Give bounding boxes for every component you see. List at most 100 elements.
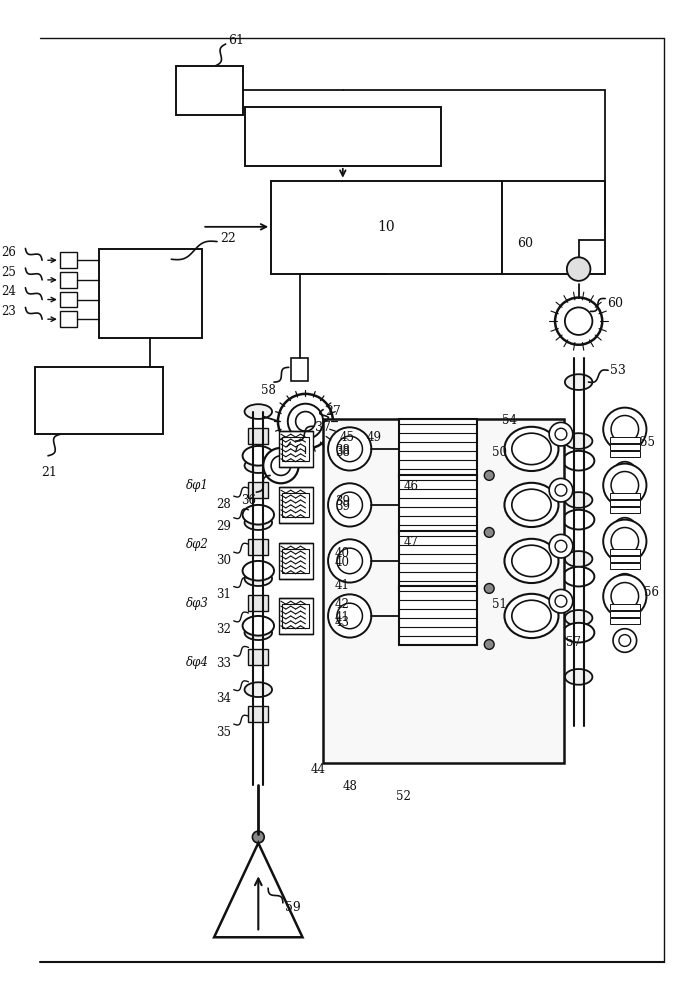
- Bar: [323, 419, 564, 763]
- Circle shape: [603, 464, 646, 507]
- Ellipse shape: [245, 682, 272, 697]
- Text: 51: 51: [492, 598, 507, 611]
- Text: 60: 60: [607, 297, 623, 310]
- Ellipse shape: [563, 451, 594, 471]
- Ellipse shape: [245, 515, 272, 530]
- Circle shape: [555, 428, 567, 440]
- Text: δφ3: δφ3: [186, 597, 208, 610]
- Ellipse shape: [512, 600, 551, 632]
- Text: 21: 21: [42, 466, 58, 479]
- Bar: [271, 181, 502, 274]
- Ellipse shape: [563, 567, 594, 586]
- Bar: [610, 618, 639, 624]
- Text: 31: 31: [216, 588, 231, 601]
- Ellipse shape: [245, 404, 272, 419]
- Circle shape: [484, 640, 494, 649]
- Bar: [279, 487, 313, 523]
- Circle shape: [288, 404, 323, 439]
- Text: 53: 53: [610, 364, 626, 377]
- Text: 56: 56: [644, 586, 660, 599]
- Bar: [60, 272, 78, 288]
- Bar: [249, 539, 268, 555]
- Bar: [99, 249, 202, 338]
- Bar: [399, 586, 477, 645]
- Text: 39: 39: [335, 500, 350, 513]
- Ellipse shape: [563, 510, 594, 529]
- Text: 23: 23: [1, 305, 15, 318]
- Bar: [610, 556, 639, 562]
- Circle shape: [295, 412, 316, 431]
- Bar: [291, 358, 309, 381]
- Circle shape: [263, 448, 299, 483]
- Text: 10: 10: [377, 220, 395, 234]
- Text: 29: 29: [216, 520, 231, 533]
- Text: 38: 38: [335, 446, 350, 459]
- Bar: [610, 500, 639, 506]
- Ellipse shape: [565, 433, 592, 449]
- Polygon shape: [214, 843, 302, 937]
- Text: 22: 22: [220, 232, 236, 245]
- Ellipse shape: [243, 561, 274, 581]
- Text: 46: 46: [404, 480, 418, 493]
- Text: 24: 24: [1, 285, 15, 298]
- Ellipse shape: [512, 433, 551, 465]
- Circle shape: [549, 534, 573, 558]
- Circle shape: [565, 307, 592, 335]
- Bar: [610, 437, 639, 443]
- Bar: [610, 451, 639, 457]
- Circle shape: [619, 468, 631, 479]
- Text: 49: 49: [366, 431, 382, 444]
- Text: 28: 28: [216, 498, 231, 511]
- Circle shape: [611, 472, 639, 499]
- Text: 37: 37: [316, 421, 332, 434]
- Bar: [60, 311, 78, 327]
- Ellipse shape: [243, 446, 274, 466]
- Text: δφ1: δφ1: [186, 479, 208, 492]
- Ellipse shape: [565, 492, 592, 508]
- Bar: [249, 595, 268, 611]
- Circle shape: [328, 594, 371, 638]
- Text: 33: 33: [215, 657, 231, 670]
- Bar: [399, 531, 477, 590]
- Text: 60: 60: [517, 237, 533, 250]
- Ellipse shape: [243, 616, 274, 636]
- Ellipse shape: [512, 489, 551, 521]
- Circle shape: [549, 478, 573, 502]
- Text: 45: 45: [340, 431, 355, 444]
- Text: 26: 26: [1, 246, 15, 259]
- Bar: [282, 493, 309, 517]
- Circle shape: [337, 436, 363, 462]
- Ellipse shape: [565, 374, 592, 390]
- Text: 47: 47: [404, 536, 418, 549]
- Text: 40: 40: [335, 556, 350, 569]
- Bar: [249, 649, 268, 665]
- Circle shape: [555, 298, 603, 345]
- Circle shape: [555, 484, 567, 496]
- Text: 41: 41: [335, 579, 350, 592]
- Text: 35: 35: [215, 726, 231, 739]
- Circle shape: [484, 471, 494, 480]
- Text: 40: 40: [335, 547, 350, 560]
- Text: 25: 25: [1, 266, 15, 279]
- Ellipse shape: [505, 483, 559, 527]
- Text: 42: 42: [335, 598, 350, 611]
- Circle shape: [484, 584, 494, 593]
- Bar: [610, 604, 639, 610]
- Bar: [610, 493, 639, 499]
- Text: δφ4: δφ4: [186, 656, 208, 669]
- Text: 38: 38: [335, 444, 350, 457]
- Text: 39: 39: [335, 495, 350, 508]
- Text: 30: 30: [215, 554, 231, 567]
- Text: 32: 32: [216, 623, 231, 636]
- Text: 52: 52: [396, 790, 411, 803]
- Bar: [610, 563, 639, 569]
- Circle shape: [555, 540, 567, 552]
- Bar: [249, 482, 268, 498]
- Circle shape: [613, 629, 637, 652]
- Circle shape: [278, 394, 333, 449]
- Circle shape: [619, 524, 631, 535]
- Circle shape: [613, 518, 637, 541]
- Circle shape: [611, 528, 639, 555]
- Text: 58: 58: [261, 384, 276, 397]
- Bar: [399, 475, 477, 534]
